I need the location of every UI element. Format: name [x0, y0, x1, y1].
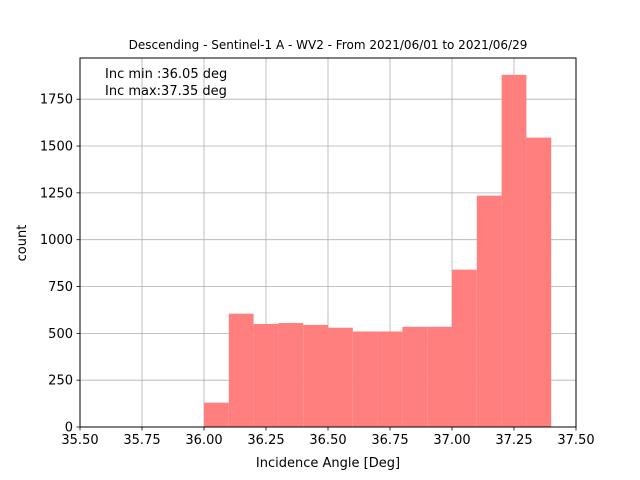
histogram-bar [352, 331, 378, 427]
chart-title: Descending - Sentinel-1 A - WV2 - From 2… [129, 38, 528, 52]
x-axis-label: Incidence Angle [Deg] [256, 456, 400, 471]
histogram-bar [328, 327, 353, 427]
histogram-bar [303, 324, 328, 427]
histogram-bar [526, 137, 552, 427]
y-tick-label: 1000 [40, 233, 73, 248]
x-tick-label: 36.25 [247, 433, 284, 448]
y-tick-label: 1500 [40, 140, 73, 155]
y-tick-label: 1250 [40, 186, 73, 201]
x-tick-label: 35.75 [123, 433, 160, 448]
histogram-bar [377, 331, 403, 427]
histogram-bar [253, 323, 279, 427]
y-tick-label: 500 [48, 327, 73, 342]
x-tick-label: 36.00 [185, 433, 222, 448]
x-tick-label: 37.25 [495, 433, 532, 448]
y-axis-label: count [15, 225, 30, 262]
histogram-bar [402, 326, 428, 427]
x-tick-label: 35.50 [61, 433, 98, 448]
histogram-bar [427, 326, 452, 427]
y-tick-label: 1750 [40, 93, 73, 108]
x-tick-label: 37.50 [557, 433, 594, 448]
y-tick-label: 750 [48, 280, 73, 295]
annotation-inc-max: Inc max:37.35 deg [105, 84, 227, 99]
histogram-bar [228, 313, 254, 427]
histogram-bar [452, 269, 477, 427]
histogram-bars [204, 74, 552, 428]
y-tick-label: 250 [48, 374, 73, 389]
annotation-inc-min: Inc min :36.05 deg [105, 67, 227, 82]
x-tick-label: 36.50 [309, 433, 346, 448]
y-tick-label: 0 [65, 421, 73, 436]
x-tick-label: 36.75 [371, 433, 408, 448]
y-axis-ticks: 0 250 500 750 1000 1250 1500 1750 [40, 93, 80, 436]
histogram-bar [501, 74, 527, 428]
histogram-bar [476, 195, 502, 427]
histogram-bar [278, 323, 304, 427]
x-tick-label: 37.00 [433, 433, 470, 448]
x-axis-ticks: 35.50 35.75 36.00 36.25 36.50 36.75 37.00 37.25… [61, 427, 595, 448]
histogram-bar [204, 402, 229, 427]
